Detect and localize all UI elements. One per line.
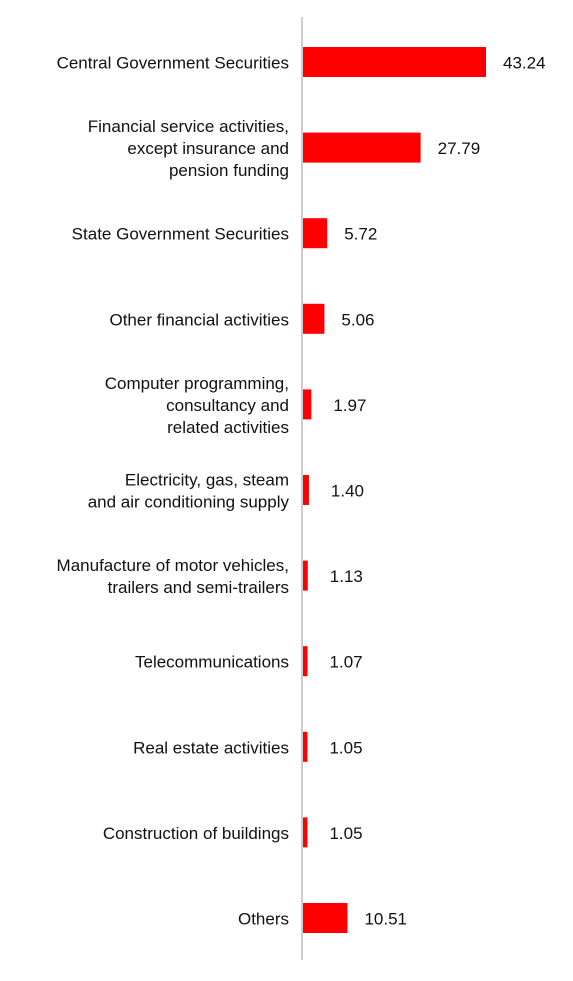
bar-5 bbox=[303, 475, 309, 505]
bar-8 bbox=[303, 731, 308, 762]
category-label-line: Construction of buildings bbox=[103, 824, 289, 843]
value-label-10: 10.51 bbox=[364, 909, 407, 928]
category-label-1: Financial service activities, except insu… bbox=[88, 117, 289, 180]
value-label-4: 1.97 bbox=[333, 396, 366, 415]
value-label-1: 27.79 bbox=[438, 139, 481, 158]
value-label-2: 5.72 bbox=[344, 225, 377, 244]
category-label-6: Manufacture of motor vehicles, trailers a… bbox=[57, 556, 289, 597]
category-label-line: trailers and semi-trailers bbox=[108, 578, 289, 597]
category-label-line: State Government Securities bbox=[72, 225, 289, 244]
category-label-7: Telecommunications bbox=[135, 653, 289, 672]
category-label-5: Electricity, gas, steam and air condition… bbox=[88, 470, 290, 511]
category-label-line: Others bbox=[238, 909, 289, 928]
category-label-line: Other financial activities bbox=[109, 310, 289, 329]
category-label-line: pension funding bbox=[169, 161, 289, 180]
value-label-6: 1.13 bbox=[330, 567, 363, 586]
bar-0 bbox=[303, 47, 486, 77]
category-label-line: related activities bbox=[167, 418, 289, 437]
category-label-line: Computer programming, bbox=[105, 374, 289, 393]
category-label-3: Other financial activities bbox=[109, 310, 289, 329]
category-label-line: Manufacture of motor vehicles, bbox=[57, 556, 289, 575]
value-label-3: 5.06 bbox=[341, 310, 374, 329]
bar-2 bbox=[303, 218, 328, 249]
value-label-5: 1.40 bbox=[331, 481, 364, 500]
value-label-8: 1.05 bbox=[329, 738, 362, 757]
category-label-line: consultancy and bbox=[166, 396, 289, 415]
bar-7 bbox=[303, 646, 308, 677]
bar-3 bbox=[303, 303, 325, 334]
bar-1 bbox=[303, 132, 421, 163]
value-label-9: 1.05 bbox=[329, 824, 362, 843]
category-labels-layer: Central Government Securities Financial s… bbox=[57, 53, 290, 928]
category-label-2: State Government Securities bbox=[72, 225, 289, 244]
value-label-0: 43.24 bbox=[503, 53, 546, 72]
category-label-line: Financial service activities, bbox=[88, 117, 289, 136]
category-label-line: Electricity, gas, steam bbox=[125, 470, 289, 489]
category-label-0: Central Government Securities bbox=[57, 53, 289, 72]
bar-4 bbox=[303, 389, 312, 420]
bar-6 bbox=[303, 560, 308, 591]
bars-layer bbox=[303, 47, 486, 933]
category-label-8: Real estate activities bbox=[133, 738, 289, 757]
bar-10 bbox=[303, 903, 348, 933]
category-label-10: Others bbox=[238, 909, 289, 928]
category-label-line: and air conditioning supply bbox=[88, 492, 290, 511]
category-label-line: Central Government Securities bbox=[57, 53, 289, 72]
category-label-4: Computer programming, consultancy and rela… bbox=[105, 374, 289, 437]
value-label-7: 1.07 bbox=[330, 653, 363, 672]
value-labels-layer: 43.24 27.79 5.72 5.06 1.97 1.40 1.13 1.07 1.05 1.… bbox=[329, 53, 545, 928]
category-label-line: Telecommunications bbox=[135, 653, 289, 672]
bar-9 bbox=[303, 817, 308, 848]
category-label-line: except insurance and bbox=[127, 139, 289, 158]
category-label-line: Real estate activities bbox=[133, 738, 289, 757]
category-label-9: Construction of buildings bbox=[103, 824, 289, 843]
